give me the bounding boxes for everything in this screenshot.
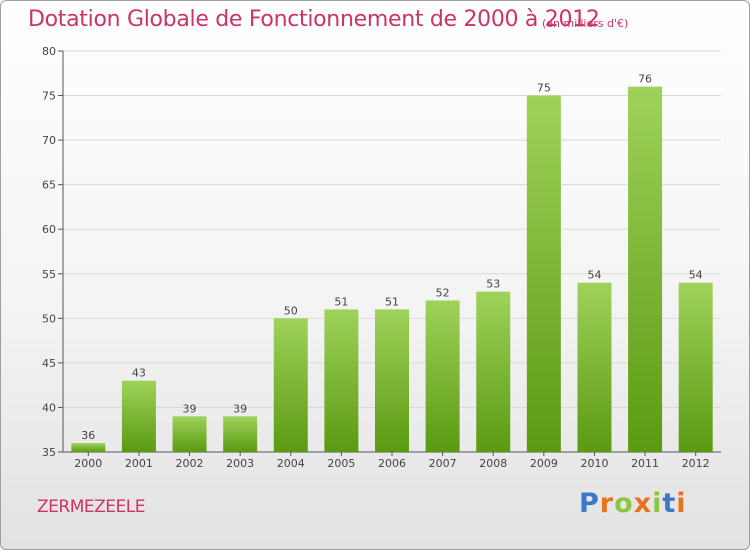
- x-tick-label-2004: 2004: [277, 457, 305, 470]
- bar-2002: [172, 416, 207, 452]
- bar-2000: [71, 443, 106, 452]
- bar-2003: [223, 416, 258, 452]
- bar-2006: [375, 309, 409, 452]
- data-label-2004: 50: [284, 304, 298, 317]
- data-label-2011: 76: [638, 73, 652, 86]
- logo-letter: i: [652, 488, 663, 519]
- logo-letter: o: [614, 488, 634, 519]
- bar-2005: [324, 309, 359, 452]
- x-tick-label-2003: 2003: [226, 457, 254, 470]
- y-tick-label: 45: [42, 357, 56, 370]
- bar-2008: [476, 291, 511, 452]
- data-label-2002: 39: [183, 402, 197, 415]
- data-label-2009: 75: [537, 82, 551, 95]
- chart-title: Dotation Globale de Fonctionnement de 20…: [28, 7, 600, 32]
- x-tick-label-2007: 2007: [429, 457, 457, 470]
- bar-2004: [273, 318, 308, 452]
- x-tick-label-2000: 2000: [74, 457, 102, 470]
- y-tick-label: 55: [42, 268, 56, 281]
- x-tick-label-2008: 2008: [479, 457, 507, 470]
- y-tick-label: 35: [42, 446, 56, 459]
- data-label-2007: 52: [436, 287, 450, 300]
- x-tick-label-2006: 2006: [378, 457, 406, 470]
- unit-note: (en milliers d'€): [542, 17, 629, 30]
- x-tick-label-2002: 2002: [176, 457, 204, 470]
- x-tick-label-2012: 2012: [682, 457, 710, 470]
- bar-2007: [425, 300, 460, 452]
- x-tick-label-2005: 2005: [327, 457, 355, 470]
- proxiti-logo: Proxiti: [579, 488, 687, 519]
- logo-letter: r: [599, 488, 615, 519]
- logo-letter: t: [662, 488, 677, 519]
- logo-letter: i: [676, 488, 687, 519]
- data-label-2010: 54: [587, 269, 601, 282]
- bar-2011: [628, 86, 663, 453]
- bar-2010: [577, 282, 612, 452]
- bars: [71, 86, 713, 453]
- y-tick-label: 50: [42, 312, 56, 325]
- y-tick-label: 65: [42, 179, 56, 192]
- data-label-2000: 36: [81, 429, 95, 442]
- y-tick-label: 60: [42, 223, 56, 236]
- y-tick-label: 70: [42, 134, 56, 147]
- bar-2009: [526, 95, 561, 453]
- logo-letter: x: [633, 488, 653, 519]
- data-label-2001: 43: [132, 367, 146, 380]
- x-tick-label-2009: 2009: [530, 457, 558, 470]
- x-tick-label-2010: 2010: [580, 457, 608, 470]
- logo-letter: P: [579, 488, 600, 519]
- y-tick-label: 40: [42, 401, 56, 414]
- data-label-2008: 53: [486, 278, 500, 291]
- data-label-2005: 51: [334, 295, 348, 308]
- y-tick-label: 80: [42, 45, 56, 58]
- commune-name: ZERMEZEELE: [37, 497, 145, 517]
- data-label-2012: 54: [689, 269, 703, 282]
- data-label-2006: 51: [385, 295, 399, 308]
- bar-2001: [121, 380, 156, 452]
- bar-2012: [678, 282, 713, 452]
- y-tick-label: 75: [42, 90, 56, 103]
- x-tick-label-2001: 2001: [125, 457, 153, 470]
- x-tick-label-2011: 2011: [631, 457, 659, 470]
- labels: 35 40 45 50 55 60 65 70 75 80 36 2000 43 2001 39 2002 39…: [42, 45, 710, 470]
- data-label-2003: 39: [233, 402, 247, 415]
